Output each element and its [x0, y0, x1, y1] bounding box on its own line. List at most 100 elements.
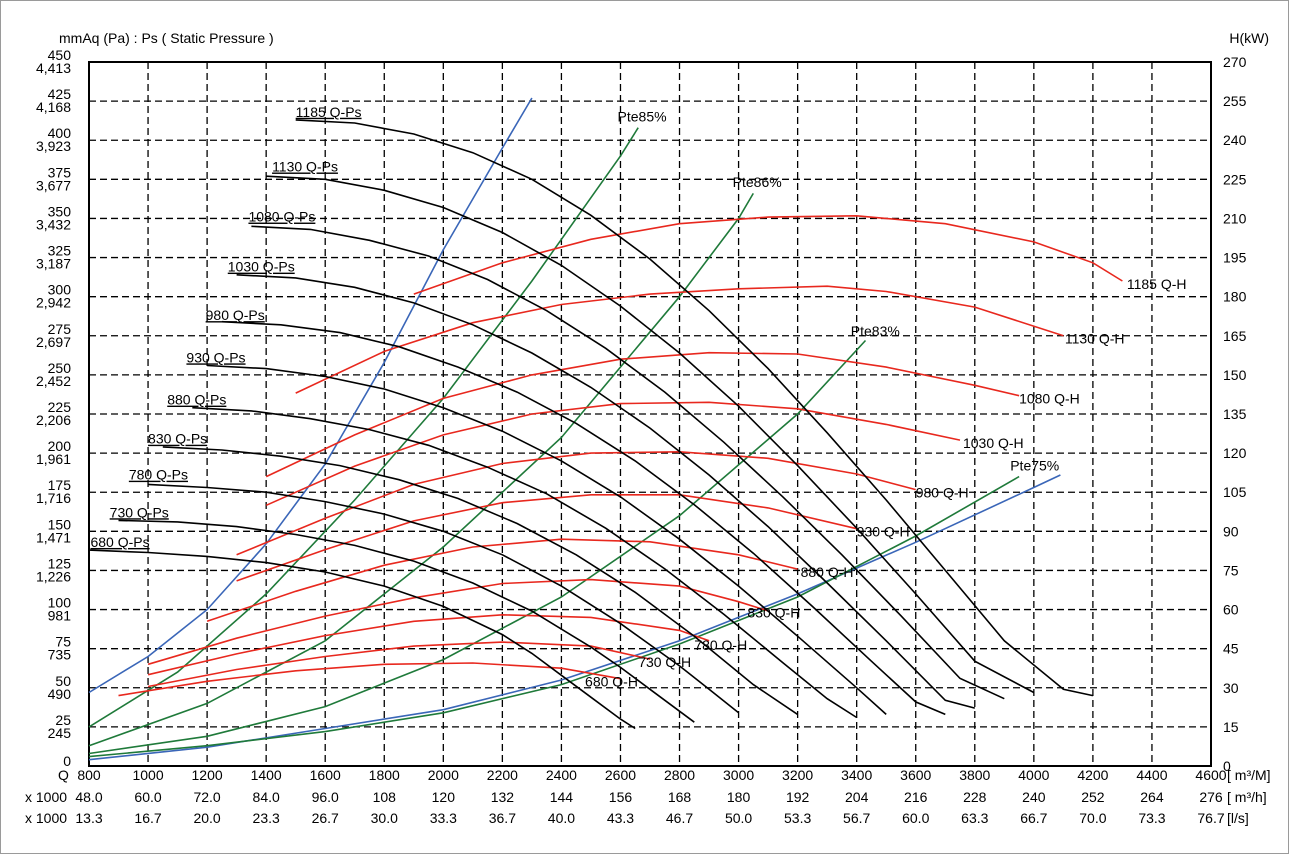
static-pressure-curve: [251, 225, 1005, 700]
curve-label: 1130 Q-Ps: [272, 159, 338, 175]
x-tick-m3-min: 4400: [1136, 767, 1167, 783]
axis-ticks: 02524550490757351009811251,2261501,47117…: [25, 47, 1271, 826]
x-tick-l-s: 56.7: [843, 810, 870, 826]
x-tick-m3-min: 4600: [1195, 767, 1226, 783]
x-tick-l-s: 26.7: [312, 810, 339, 826]
y-tick-mmaq: 300: [48, 282, 72, 298]
y-tick-mmaq: 375: [48, 164, 72, 180]
x-tick-m3-h: 276: [1199, 789, 1223, 805]
curve-label: 680 Q-H: [585, 673, 638, 689]
y-tick-mmaq: 0: [63, 753, 71, 769]
curve-label: 730 Q-H: [638, 654, 691, 670]
power-curve: [206, 538, 798, 623]
y2-tick: 15: [1223, 719, 1239, 735]
curve-label: 680 Q-Ps: [90, 534, 149, 550]
x-tick-m3-min: 2200: [487, 767, 518, 783]
y2-tick: 240: [1223, 132, 1247, 148]
y-tick-mmaq: 75: [55, 634, 71, 650]
y2-tick: 75: [1223, 562, 1239, 578]
curve-label: 1080 Q-Ps: [248, 209, 315, 225]
x-tick-l-s: 23.3: [253, 810, 280, 826]
efficiency-curve: [88, 475, 1020, 758]
x-tick-m3-h: 96.0: [312, 789, 339, 805]
efficiency-curve: [88, 127, 639, 728]
x-tick-m3-min: 3400: [841, 767, 872, 783]
curve-label: 930 Q-Ps: [186, 349, 245, 365]
y-tick-pa: 1,226: [36, 568, 71, 584]
x-tick-m3-h: 120: [432, 789, 456, 805]
curve-label: 930 Q-H: [857, 524, 910, 540]
x-axis-prefix: x 1000: [25, 810, 67, 826]
x-tick-l-s: 36.7: [489, 810, 516, 826]
power-curve: [236, 494, 857, 582]
y-tick-pa: 3,923: [36, 138, 71, 154]
x-tick-m3-h: 228: [963, 789, 987, 805]
x-tick-m3-h: 60.0: [134, 789, 161, 805]
x-tick-m3-min: 1200: [192, 767, 223, 783]
y-tick-pa: 3,187: [36, 256, 71, 272]
curve-label: 1080 Q-H: [1019, 391, 1080, 407]
x-tick-l-s: 40.0: [548, 810, 575, 826]
x-tick-m3-h: 216: [904, 789, 928, 805]
y-tick-mmaq: 250: [48, 360, 72, 376]
efficiency-curve: [88, 339, 867, 755]
x-axis-prefix: Q: [58, 767, 69, 783]
x-tick-m3-min: 1000: [132, 767, 163, 783]
y-tick-mmaq: 175: [48, 477, 72, 493]
y2-tick: 30: [1223, 680, 1239, 696]
curve-label: 1030 Q-Ps: [228, 259, 295, 275]
x-axis-prefix: x 1000: [25, 789, 67, 805]
curve-label: 730 Q-Ps: [110, 504, 169, 520]
y2-tick: 255: [1223, 93, 1247, 109]
y2-tick: 90: [1223, 523, 1239, 539]
limit-curve: [88, 97, 533, 694]
plot-border: [88, 61, 1212, 767]
y-tick-mmaq: 325: [48, 243, 72, 259]
power-curve: [413, 214, 1123, 295]
x-tick-m3-h: 72.0: [193, 789, 220, 805]
efficiency-curve: [88, 192, 754, 747]
static-pressure-curve: [118, 519, 695, 723]
x-tick-m3-h: 156: [609, 789, 633, 805]
x-tick-l-s: 33.3: [430, 810, 457, 826]
y-tick-pa: 1,716: [36, 490, 71, 506]
curve-label: 1130 Q-H: [1065, 331, 1125, 347]
x-tick-m3-min: 3600: [900, 767, 931, 783]
y-tick-pa: 2,697: [36, 334, 71, 350]
right-axis-title: H(kW): [1229, 30, 1269, 46]
x-tick-m3-h: 84.0: [253, 789, 280, 805]
x-tick-l-s: 53.3: [784, 810, 811, 826]
static-pressure-curve: [221, 320, 946, 716]
curve-label: 1185 Q-Ps: [296, 104, 362, 120]
y-tick-mmaq: 450: [48, 47, 72, 63]
x-tick-l-s: 30.0: [371, 810, 398, 826]
power-curve: [147, 613, 710, 676]
left-axis-title: mmAq (Pa) : Ps ( Static Pressure ): [59, 30, 274, 46]
x-tick-m3-min: 1400: [251, 767, 282, 783]
y-tick-pa: 4,168: [36, 99, 71, 115]
y-tick-pa: 245: [48, 725, 72, 741]
x-tick-l-s: 60.0: [902, 810, 929, 826]
y2-tick: 210: [1223, 210, 1247, 226]
y-tick-pa: 735: [48, 647, 72, 663]
x-tick-m3-h: 144: [550, 789, 574, 805]
y2-tick: 0: [1223, 758, 1231, 774]
x-tick-m3-min: 3000: [723, 767, 754, 783]
y2-tick: 135: [1223, 406, 1247, 422]
curve-label: 780 Q-H: [694, 637, 747, 653]
y-tick-pa: 490: [48, 686, 72, 702]
curve-label: 830 Q-Ps: [148, 431, 207, 447]
curve-label: 880 Q-Ps: [167, 392, 226, 408]
curves: [88, 97, 1123, 761]
curve-label: Pte83%: [851, 323, 900, 339]
x-tick-m3-h: 168: [668, 789, 692, 805]
y-tick-mmaq: 400: [48, 125, 72, 141]
x-tick-l-s: 46.7: [666, 810, 693, 826]
x-tick-m3-h: 108: [373, 789, 397, 805]
power-curve: [147, 641, 651, 688]
y-tick-mmaq: 125: [48, 555, 72, 571]
y2-tick: 195: [1223, 250, 1247, 266]
curve-label: 980 Q-H: [916, 484, 969, 500]
y-tick-mmaq: 200: [48, 438, 72, 454]
